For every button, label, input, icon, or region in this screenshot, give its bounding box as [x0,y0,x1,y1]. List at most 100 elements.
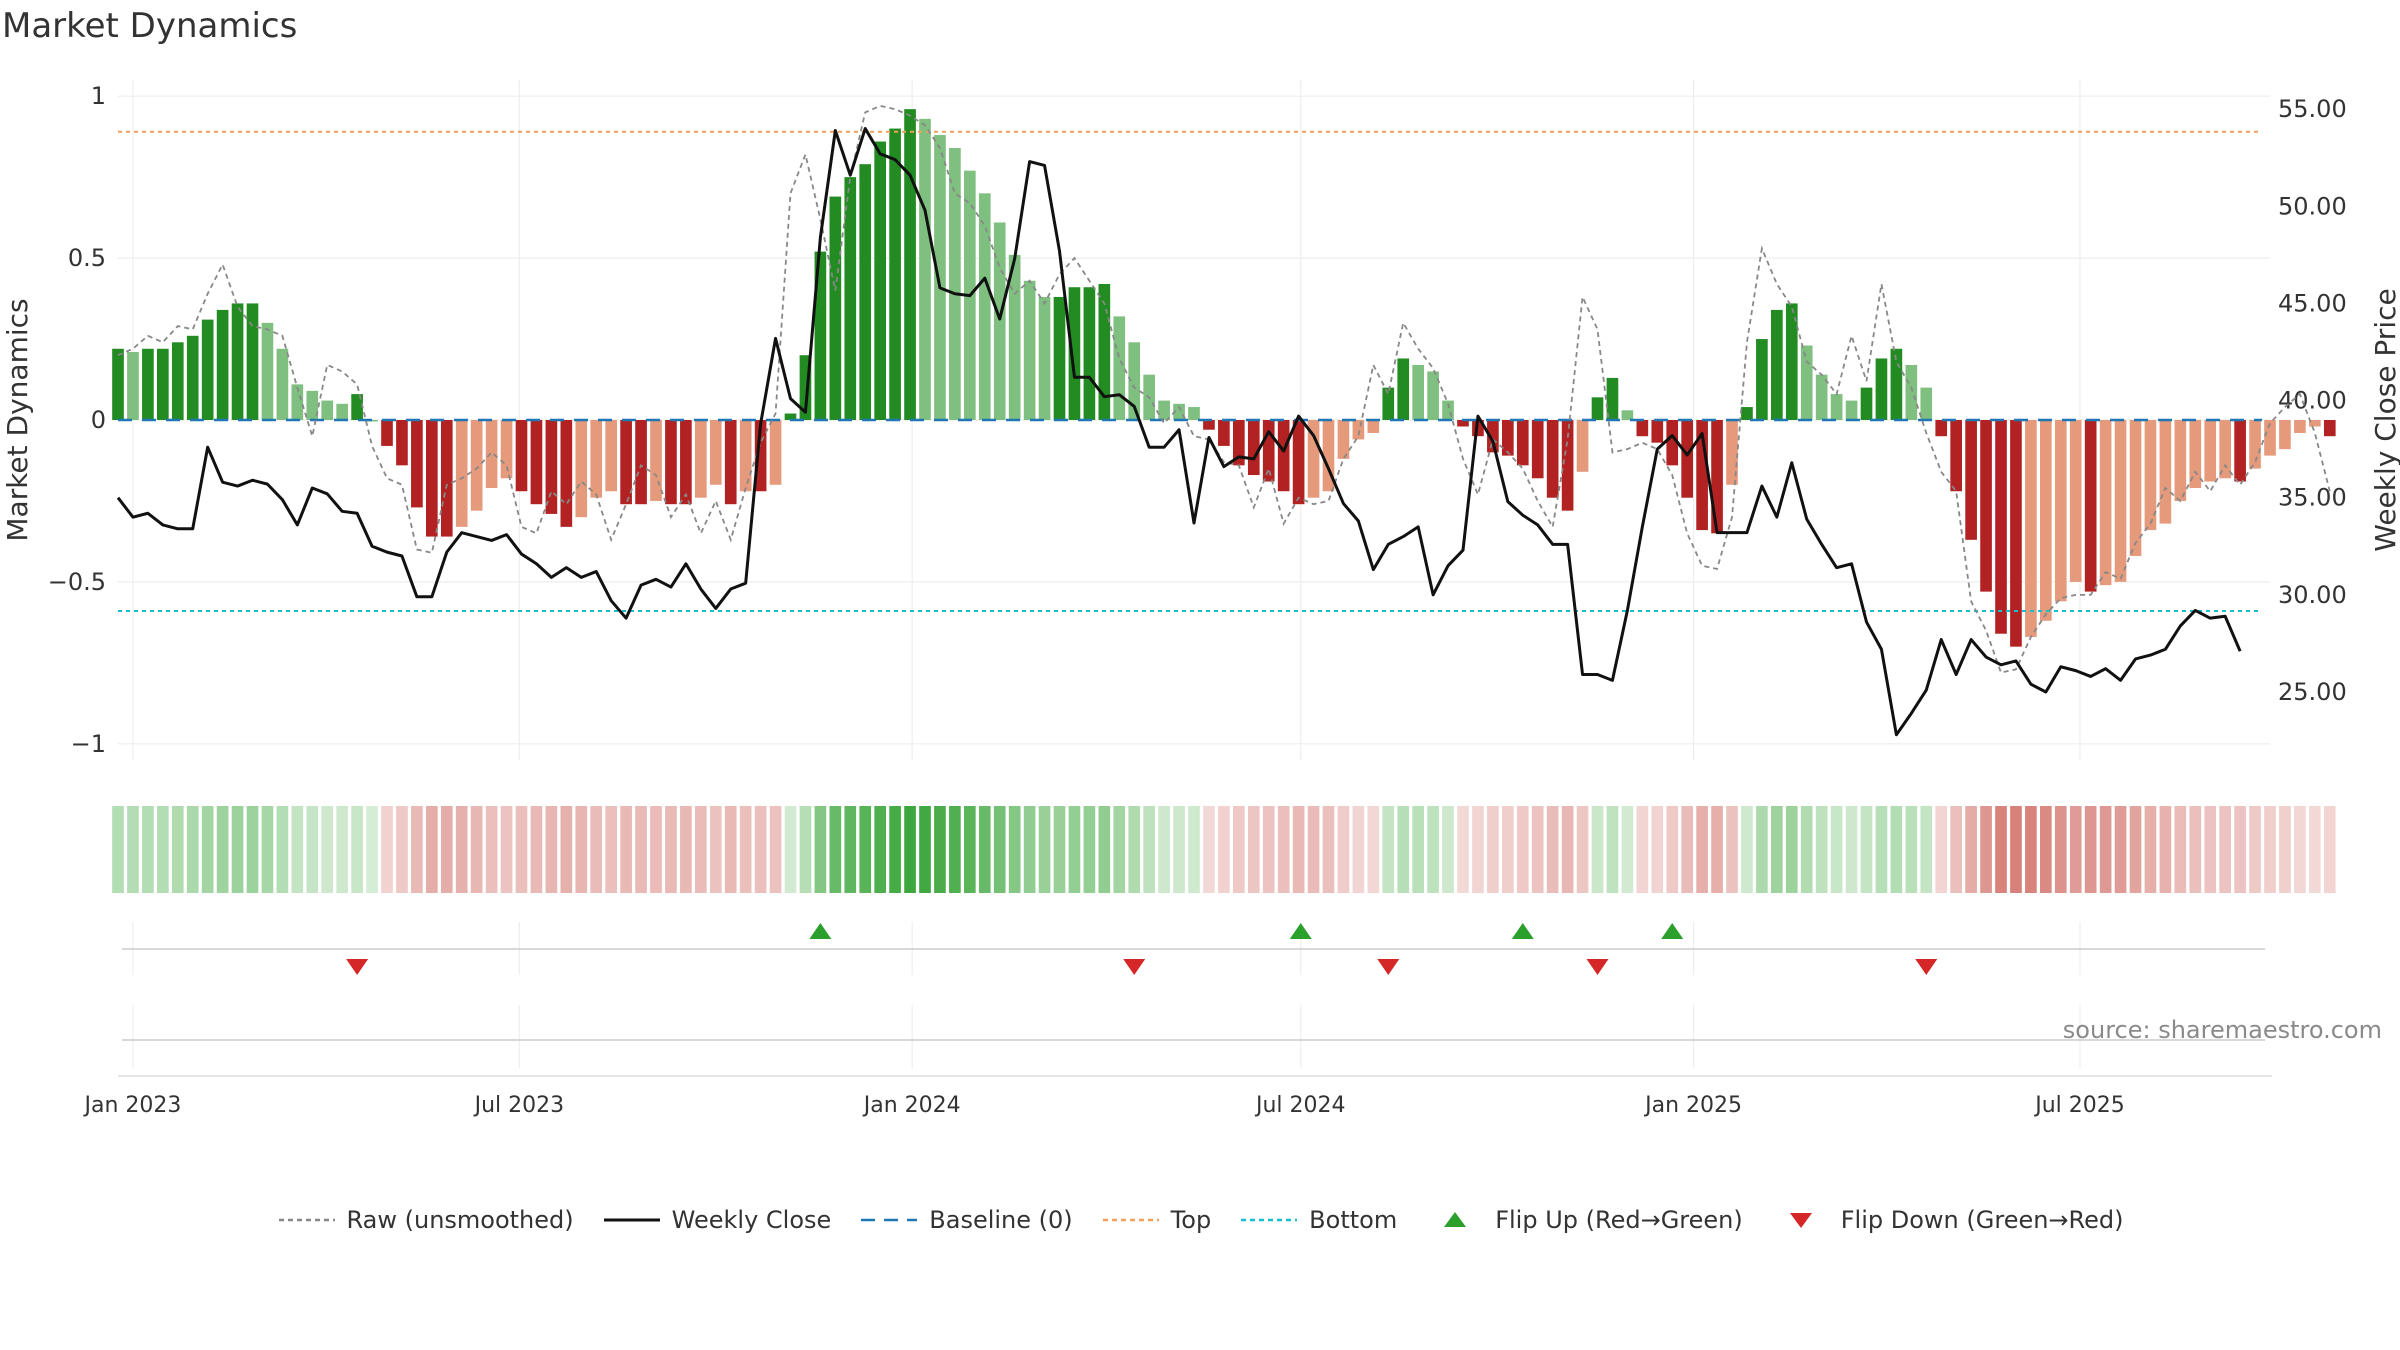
legend-symbol-dotted [1241,1218,1298,1222]
heat-strip-cell [2323,806,2336,893]
market-dynamics-bar [1038,296,1051,420]
heat-strip-cell [1980,806,1992,893]
market-dynamics-bar [1920,387,1933,420]
heat-strip-cell [964,806,976,893]
heat-strip-cell [1995,806,2007,893]
market-dynamics-bar [1860,387,1873,420]
heat-strip-cell [695,806,707,893]
market-dynamics-bar [1546,420,1559,498]
y-right-tick-label: 40.00 [2278,387,2347,415]
x-tick-label: Jan 2023 [82,1093,181,1118]
market-dynamics-bar [1875,358,1888,420]
market-dynamics-bar [1053,296,1066,420]
heat-strip-cell [1247,806,1260,893]
y-left-tick-label: −0.5 [48,568,106,596]
market-dynamics-bar [396,420,408,466]
heat-strip-cell [620,806,632,893]
heat-strip-cell [1113,806,1126,893]
legend-item: Top [1101,1206,1211,1234]
market-dynamics-bar [2204,420,2217,482]
market-dynamics-bar [426,420,438,537]
market-dynamics-bar [1815,374,1828,420]
raw-unsmoothed-line [117,104,2331,674]
y-left-tick-label: 0.5 [68,244,106,272]
flip-down-marker [1123,959,1146,975]
heat-strip-cell [336,806,348,893]
source-watermark: source: sharemaestro.com [2062,1016,2382,1044]
market-dynamics-bar [1233,420,1245,466]
heat-strip-cell [1352,806,1365,893]
heat-strip-cell [844,806,857,893]
market-dynamics-bar [231,303,244,420]
market-dynamics-bar [1845,400,1858,420]
market-dynamics-bar [695,420,707,498]
heat-strip-cell [2025,806,2037,893]
heat-strip-cell [127,806,139,893]
market-dynamics-bar [1322,420,1335,492]
market-dynamics-bar [485,420,498,488]
market-dynamics-bar [545,420,558,514]
market-dynamics-bar [246,303,259,420]
heat-strip-cell [2219,806,2231,893]
heat-strip-cell [1038,806,1051,893]
market-dynamics-bar [1561,420,1574,511]
market-dynamics-bar [2159,420,2172,524]
market-dynamics-bar [1218,420,1230,446]
heat-strip-cell [919,806,931,893]
market-dynamics-bar [2099,420,2112,586]
heat-strip-cell [366,806,378,893]
market-dynamics-bar [575,420,588,518]
heat-strip-cell [1068,806,1081,893]
market-dynamics-bar [1068,287,1081,420]
heat-strip-cell [246,806,259,893]
flip-up-marker [1289,923,1312,939]
market-dynamics-bar [470,420,483,511]
market-dynamics-bar [1576,420,1589,472]
market-dynamics-bar [1113,316,1126,420]
market-dynamics-bar [605,420,617,492]
legend-label: Baseline (0) [929,1206,1073,1234]
heat-strip-cell [381,806,393,893]
heat-strip-cell [650,806,662,893]
legend-item: Bottom [1239,1206,1397,1234]
heat-strip-cell [2294,806,2306,893]
heat-strip-cell [904,806,916,893]
heat-strip-cell [2159,806,2172,893]
market-dynamics-bar [1442,400,1454,420]
market-dynamics-bar [1247,420,1260,476]
market-dynamics-bar [440,420,453,537]
chart-title: Market Dynamics [2,6,298,46]
heat-strip-cell [560,806,573,893]
market-dynamics-bar [1621,410,1634,420]
market-dynamics-bar [1397,358,1410,420]
legend-symbol-shape [1789,1213,1812,1228]
heat-strip-cell [291,806,304,893]
heat-strip-cell [2099,806,2112,893]
legend-symbol-triangle-down [1789,1213,1812,1228]
market-dynamics-bar [1935,420,1948,437]
y-right-tick-label: 50.00 [2278,192,2347,220]
heat-strip-cell [306,806,319,893]
legend-item: Flip Up (Red→Green) [1425,1206,1743,1234]
market-dynamics-bar [1203,420,1215,430]
heat-strip-cell [2040,806,2052,893]
market-dynamics-bar [2323,420,2336,437]
heat-strip-cell [575,806,588,893]
market-dynamics-bar [1292,420,1305,505]
legend-item: Raw (unsmoothed) [277,1206,574,1234]
market-dynamics-bar [1128,342,1141,420]
heat-strip-cell [1397,806,1410,893]
market-dynamics-bar [1995,420,2007,634]
market-dynamics-bar [381,420,393,446]
x-tick-label: Jul 2023 [473,1093,565,1118]
market-dynamics-bar [889,128,901,421]
heat-strip-cell [1741,806,1753,893]
market-dynamics-bar [455,420,468,527]
heat-strip-cell [1128,806,1141,893]
heat-strip-cell [1188,806,1200,893]
market-dynamics-bar [2264,420,2276,456]
market-dynamics-bar [1756,339,1768,420]
heat-strip-cell [754,806,767,893]
market-dynamics-bar [1531,420,1544,479]
market-dynamics-bar [934,135,946,421]
